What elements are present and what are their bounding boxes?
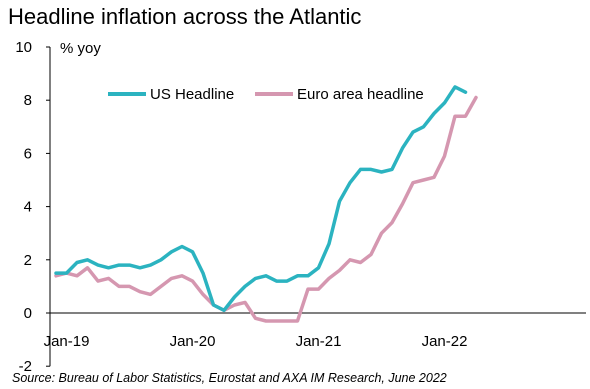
chart-axes: -2 0 2 4 6 8 10 Jan-19 Jan-20 Jan-21 Jan-22 % yoy [15, 39, 586, 375]
series-lines [54, 85, 478, 323]
y-tick-label: 4 [24, 199, 32, 216]
x-tick-label: Jan-21 [296, 333, 342, 350]
source-note: Source: Bureau of Labor Statistics, Euro… [12, 371, 447, 385]
y-tick-label: 10 [15, 39, 32, 56]
y-axis-ticks: -2 0 2 4 6 8 10 [15, 39, 50, 375]
x-tick-label: Jan-20 [170, 333, 216, 350]
chart-title: Headline inflation across the Atlantic [8, 4, 362, 29]
y-axis-unit-label: % yoy [60, 40, 101, 57]
legend-label: US Headline [150, 86, 234, 103]
y-tick-label: 8 [24, 92, 32, 109]
legend-label: Euro area headline [297, 86, 424, 103]
chart-legend: US Headline Euro area headline [108, 86, 424, 103]
y-tick-label: 2 [24, 252, 32, 269]
series-line-us-headline [54, 85, 468, 313]
x-tick-label: Jan-19 [44, 333, 90, 350]
y-tick-label: 0 [24, 305, 32, 322]
series-line-euro-area-headline [54, 95, 478, 323]
y-tick-label: 6 [24, 145, 32, 162]
x-axis-ticks: Jan-19 Jan-20 Jan-21 Jan-22 [44, 333, 468, 350]
y-tick-label: -2 [19, 358, 32, 375]
x-tick-label: Jan-22 [422, 333, 468, 350]
